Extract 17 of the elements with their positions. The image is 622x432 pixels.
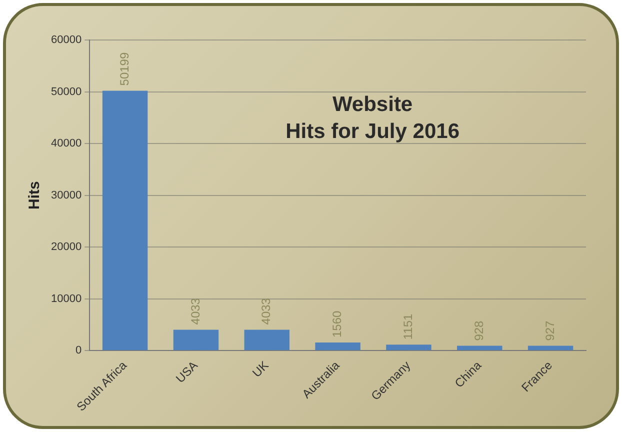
data-label: 1560 [330, 310, 344, 338]
y-axis-title: Hits [26, 181, 44, 210]
y-tick-label: 20000 [50, 241, 82, 254]
text: Website Hits for July 2016 [286, 92, 460, 143]
y-tick-label: 40000 [50, 138, 82, 150]
x-tick-label: UK [250, 358, 272, 380]
y-tick-label: 0 [75, 344, 82, 357]
data-label: 928 [472, 320, 486, 341]
x-tick-label: USA [173, 358, 200, 386]
data-label: 4033 [188, 298, 202, 325]
data-label: 4033 [259, 298, 274, 325]
y-tick-label: 50000 [50, 86, 82, 98]
data-label: 1151 [401, 314, 416, 340]
y-tick-label: 10000 [50, 292, 82, 305]
data-label: 50199 [117, 52, 132, 86]
y-tick-label: 60000 [50, 34, 82, 46]
y-tick-label: 30000 [50, 189, 82, 202]
